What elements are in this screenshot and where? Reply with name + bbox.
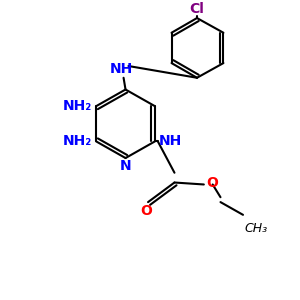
Text: Cl: Cl bbox=[190, 2, 204, 16]
Text: NH: NH bbox=[110, 62, 133, 76]
Text: NH: NH bbox=[159, 134, 182, 148]
Text: CH₃: CH₃ bbox=[245, 222, 268, 235]
Text: NH₂: NH₂ bbox=[63, 134, 92, 148]
Text: NH₂: NH₂ bbox=[63, 99, 92, 113]
Text: O: O bbox=[206, 176, 218, 190]
Text: O: O bbox=[140, 204, 152, 218]
Text: N: N bbox=[120, 159, 131, 173]
